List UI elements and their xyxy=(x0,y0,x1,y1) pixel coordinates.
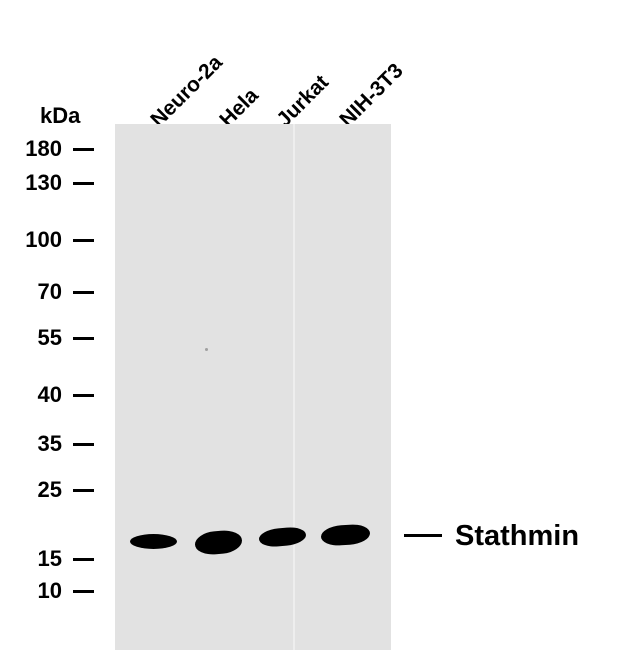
mw-marker-value: 180 xyxy=(25,136,62,161)
band-neuro-2a xyxy=(130,534,177,549)
mw-marker-25: 25 xyxy=(0,478,98,502)
mw-marker-55: 55 xyxy=(0,326,98,350)
mw-marker-tick xyxy=(73,590,94,593)
mw-marker-70: 70 xyxy=(0,280,98,304)
mw-marker-tick xyxy=(73,394,94,397)
mw-marker-180: 180 xyxy=(0,137,98,161)
lane-label-jurkat: Jurkat xyxy=(272,70,334,132)
mw-marker-value: 15 xyxy=(37,546,62,571)
mw-marker-value: 10 xyxy=(37,578,62,603)
mw-marker-tick xyxy=(73,443,94,446)
mw-marker-value: 25 xyxy=(37,477,62,502)
mw-marker-tick xyxy=(73,291,94,294)
mw-marker-value: 40 xyxy=(37,382,62,407)
mw-marker-tick xyxy=(73,558,94,561)
mw-marker-15: 15 xyxy=(0,547,98,571)
mw-marker-40: 40 xyxy=(0,383,98,407)
band-jurkat xyxy=(259,525,306,549)
lane-label-neuro-2a: Neuro-2a xyxy=(146,50,227,132)
mw-marker-value: 35 xyxy=(37,431,62,456)
mw-marker-130: 130 xyxy=(0,171,98,195)
mw-marker-tick xyxy=(73,489,94,492)
band-nih-3t3 xyxy=(321,523,370,547)
mw-marker-tick xyxy=(73,337,94,340)
mw-marker-10: 10 xyxy=(0,579,98,603)
mw-marker-value: 55 xyxy=(37,325,62,350)
membrane-speck xyxy=(205,348,208,351)
lane-label-nih-3t3: NIH-3T3 xyxy=(335,59,408,132)
mw-marker-tick xyxy=(73,239,94,242)
lane-seam xyxy=(293,124,295,650)
mw-marker-value: 100 xyxy=(25,227,62,252)
mw-unit-label: kDa xyxy=(40,103,81,128)
mw-marker-35: 35 xyxy=(0,432,98,456)
mw-marker-value: 130 xyxy=(25,170,62,195)
band-hela xyxy=(195,528,242,557)
mw-marker-value: 70 xyxy=(37,279,62,304)
blot-membrane xyxy=(115,124,391,650)
mw-marker-tick xyxy=(73,148,94,151)
mw-marker-tick xyxy=(73,182,94,185)
target-protein-label: Stathmin xyxy=(455,520,580,552)
target-indicator-line xyxy=(404,534,442,537)
mw-marker-100: 100 xyxy=(0,228,98,252)
